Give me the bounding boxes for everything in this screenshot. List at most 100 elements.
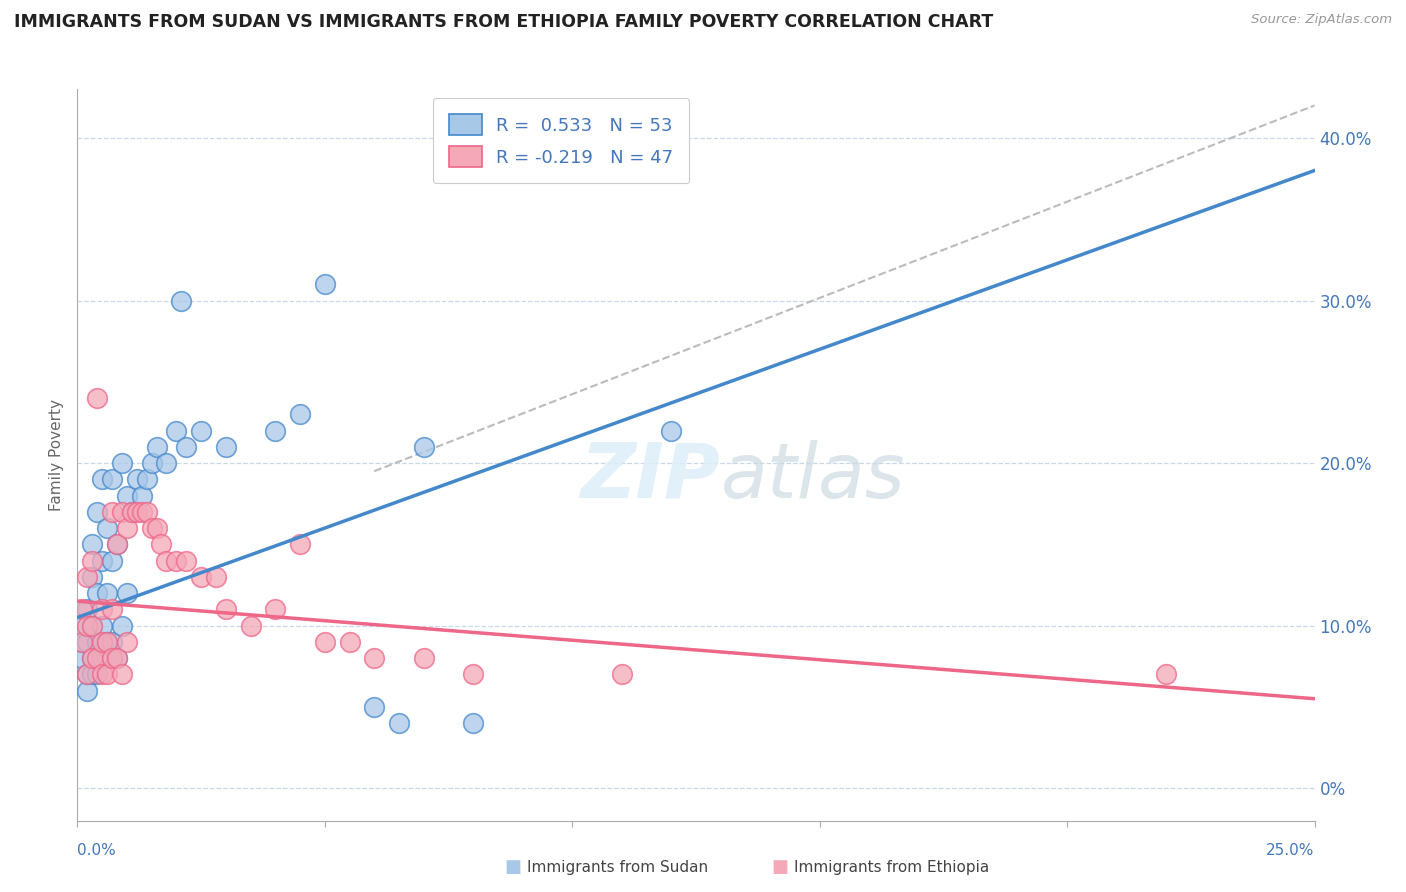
Point: [264, 602, 287, 616]
Point: [463, 716, 485, 731]
Point: [165, 553, 187, 567]
Point: [111, 505, 134, 519]
Point: [388, 716, 411, 731]
Point: [314, 277, 336, 292]
Point: [115, 521, 138, 535]
Point: [82, 667, 104, 681]
Text: ZIP: ZIP: [581, 440, 721, 514]
Point: [339, 635, 361, 649]
Point: [82, 618, 104, 632]
Point: [86, 391, 108, 405]
Point: [215, 602, 238, 616]
Point: [82, 537, 104, 551]
Point: [72, 635, 94, 649]
Point: [101, 553, 124, 567]
Point: [115, 586, 138, 600]
Point: [1154, 667, 1177, 681]
Point: [121, 505, 143, 519]
Y-axis label: Family Poverty: Family Poverty: [49, 399, 65, 511]
Point: [131, 505, 153, 519]
Point: [288, 407, 311, 421]
Point: [111, 618, 134, 632]
Point: [174, 440, 197, 454]
Point: [82, 553, 104, 567]
Point: [96, 635, 118, 649]
Point: [121, 505, 143, 519]
Point: [82, 570, 104, 584]
Text: ■: ■: [505, 858, 522, 876]
Point: [105, 651, 128, 665]
Point: [111, 456, 134, 470]
Point: [610, 667, 633, 681]
Point: [115, 635, 138, 649]
Point: [190, 424, 212, 438]
Text: IMMIGRANTS FROM SUDAN VS IMMIGRANTS FROM ETHIOPIA FAMILY POVERTY CORRELATION CHA: IMMIGRANTS FROM SUDAN VS IMMIGRANTS FROM…: [14, 13, 993, 31]
Point: [72, 602, 94, 616]
Point: [76, 635, 98, 649]
Point: [86, 586, 108, 600]
Point: [72, 651, 94, 665]
Point: [314, 635, 336, 649]
Point: [82, 651, 104, 665]
Point: [105, 537, 128, 551]
Point: [96, 635, 118, 649]
Point: [125, 505, 148, 519]
Point: [205, 570, 228, 584]
Point: [150, 537, 173, 551]
Point: [82, 618, 104, 632]
Point: [463, 667, 485, 681]
Text: 0.0%: 0.0%: [77, 843, 117, 858]
Point: [76, 667, 98, 681]
Point: [105, 651, 128, 665]
Point: [86, 505, 108, 519]
Point: [96, 667, 118, 681]
Point: [363, 651, 385, 665]
Point: [91, 667, 114, 681]
Point: [76, 667, 98, 681]
Point: [165, 424, 187, 438]
Point: [412, 440, 434, 454]
Point: [96, 586, 118, 600]
Text: Source: ZipAtlas.com: Source: ZipAtlas.com: [1251, 13, 1392, 27]
Point: [170, 293, 193, 308]
Point: [264, 424, 287, 438]
Point: [101, 505, 124, 519]
Text: 25.0%: 25.0%: [1267, 843, 1315, 858]
Point: [131, 489, 153, 503]
Point: [91, 651, 114, 665]
Point: [105, 537, 128, 551]
Point: [76, 570, 98, 584]
Point: [363, 699, 385, 714]
Point: [72, 635, 94, 649]
Point: [115, 489, 138, 503]
Point: [72, 618, 94, 632]
Point: [125, 472, 148, 486]
Point: [86, 651, 108, 665]
Point: [82, 651, 104, 665]
Point: [91, 553, 114, 567]
Point: [101, 635, 124, 649]
Point: [412, 651, 434, 665]
Point: [145, 521, 167, 535]
Point: [86, 635, 108, 649]
Point: [101, 651, 124, 665]
Point: [91, 602, 114, 616]
Point: [86, 667, 108, 681]
Point: [91, 618, 114, 632]
Point: [174, 553, 197, 567]
Point: [155, 456, 177, 470]
Point: [659, 424, 682, 438]
Text: Immigrants from Sudan: Immigrants from Sudan: [527, 860, 709, 874]
Point: [190, 570, 212, 584]
Point: [135, 472, 157, 486]
Point: [101, 602, 124, 616]
Point: [96, 521, 118, 535]
Point: [76, 683, 98, 698]
Point: [76, 602, 98, 616]
Text: Immigrants from Ethiopia: Immigrants from Ethiopia: [794, 860, 990, 874]
Legend: R =  0.533   N = 53, R = -0.219   N = 47: R = 0.533 N = 53, R = -0.219 N = 47: [433, 98, 689, 183]
Point: [91, 472, 114, 486]
Text: ■: ■: [772, 858, 789, 876]
Point: [215, 440, 238, 454]
Point: [91, 635, 114, 649]
